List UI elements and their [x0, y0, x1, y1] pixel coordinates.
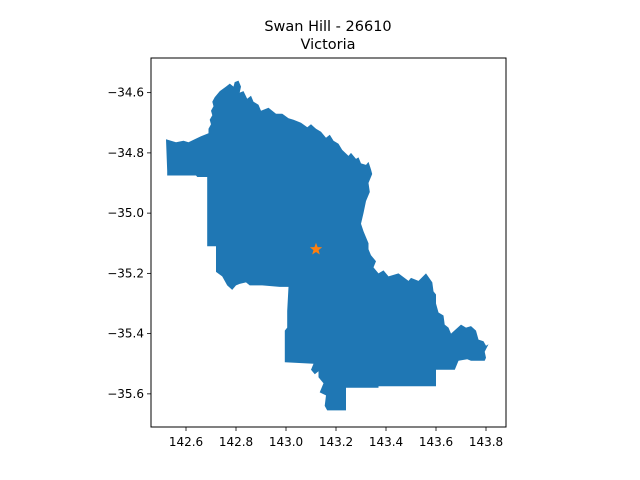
- x-tick-label: 143.6: [419, 435, 453, 449]
- y-tick-label: −34.8: [107, 146, 144, 160]
- y-tick-label: −35.6: [107, 387, 144, 401]
- x-tick-label: 143.4: [369, 435, 403, 449]
- x-tick-label: 142.6: [169, 435, 203, 449]
- y-tick-label: −34.6: [107, 86, 144, 100]
- region-swan-hill: [166, 80, 489, 411]
- axes-frame: [150, 57, 507, 428]
- y-axis-ticks: −34.6 −34.8 −35.0 −35.2 −35.4 −35.6: [107, 86, 151, 401]
- x-axis-ticks: 142.6 142.8 143.0 143.2 143.4 143.6 143.8: [169, 427, 503, 449]
- y-tick-label: −35.2: [107, 266, 144, 280]
- chart-title-line1: Swan Hill - 26610: [264, 19, 391, 35]
- centroid-star-marker: [309, 242, 323, 255]
- x-tick-label: 143.2: [319, 435, 353, 449]
- plot-area: [166, 80, 489, 411]
- x-tick-label: 143.8: [469, 435, 503, 449]
- x-tick-label: 143.0: [269, 435, 303, 449]
- x-tick-label: 142.8: [219, 435, 253, 449]
- y-tick-label: −35.4: [107, 327, 144, 341]
- chart-title-line2: Victoria: [300, 37, 355, 53]
- y-tick-label: −35.0: [107, 206, 144, 220]
